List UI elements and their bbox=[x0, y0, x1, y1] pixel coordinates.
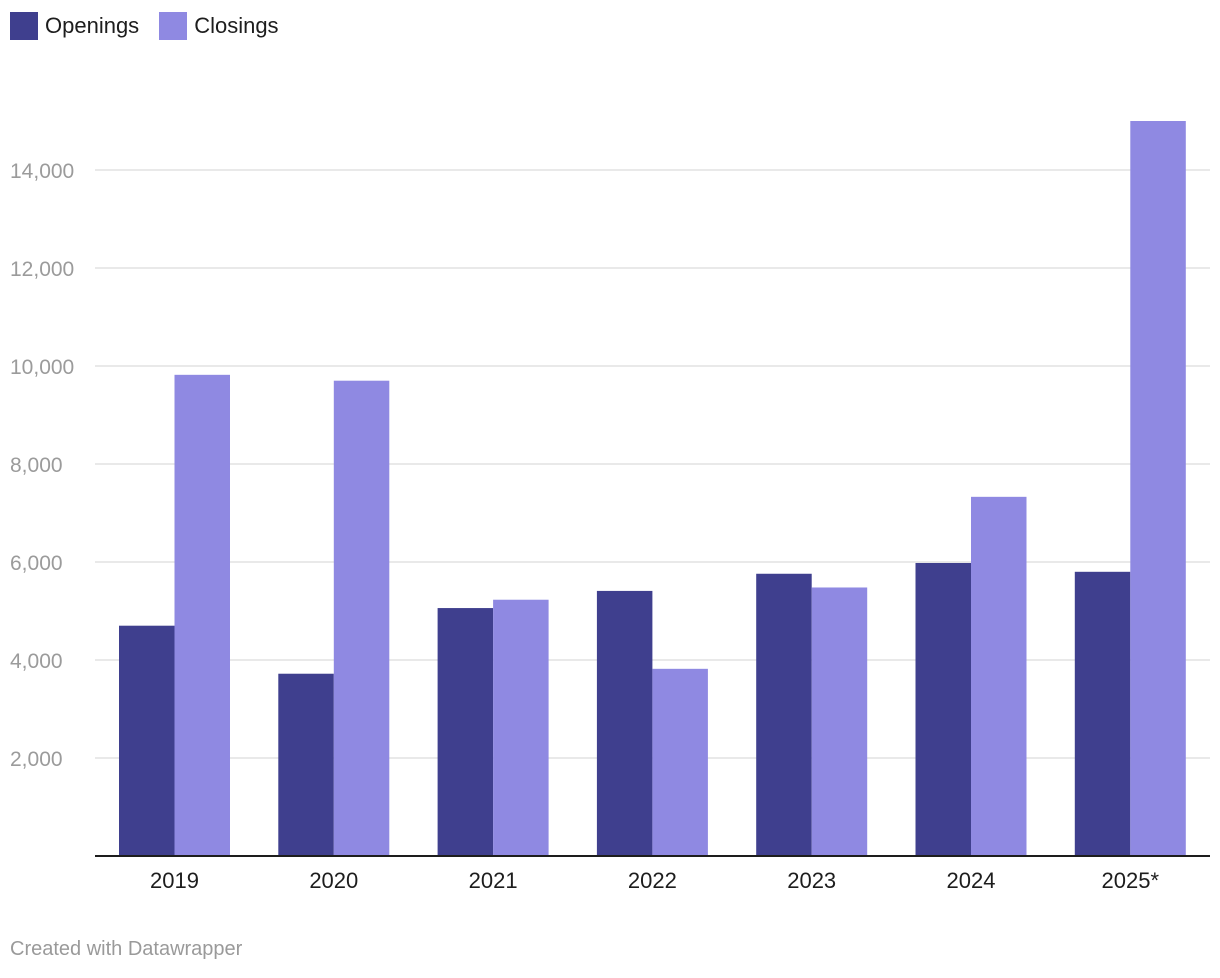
legend: Openings Closings bbox=[10, 10, 279, 42]
x-tick-label: 2024 bbox=[947, 868, 996, 893]
bar-closings-2024 bbox=[971, 496, 1027, 856]
bar-closings-2025 bbox=[1130, 121, 1186, 856]
bar-chart: 2,000 4,000 6,000 8,000 10,000 12,000 14,000 2… bbox=[10, 121, 1210, 893]
y-tick-label: 6,000 bbox=[10, 552, 63, 575]
bar-openings-2020 bbox=[278, 673, 334, 856]
x-tick-label: 2020 bbox=[309, 868, 358, 893]
bar-openings-2025 bbox=[1074, 571, 1131, 856]
bar-openings-2022 bbox=[596, 590, 653, 856]
legend-label-closings: Closings bbox=[194, 13, 279, 38]
legend-swatch-closings bbox=[159, 12, 188, 40]
y-tick-label: 14,000 bbox=[10, 160, 74, 183]
y-tick-label: 4,000 bbox=[10, 650, 63, 673]
credit-text: Created with Datawrapper bbox=[10, 938, 243, 960]
bar-closings-2021 bbox=[493, 599, 549, 856]
x-tick-label: 2022 bbox=[628, 868, 677, 893]
bars bbox=[119, 121, 1186, 856]
bar-closings-2022 bbox=[652, 668, 708, 856]
y-tick-label: 2,000 bbox=[10, 748, 63, 771]
y-axis-tick-labels: 2,000 4,000 6,000 8,000 10,000 12,000 14,000 bbox=[10, 160, 74, 771]
legend-item-openings: Openings bbox=[10, 10, 139, 42]
x-tick-label: 2025* bbox=[1102, 868, 1160, 893]
y-tick-label: 12,000 bbox=[10, 258, 74, 281]
bar-openings-2019 bbox=[119, 625, 175, 856]
y-tick-label: 10,000 bbox=[10, 356, 74, 379]
bar-openings-2024 bbox=[915, 562, 971, 856]
x-axis-tick-labels: 2019 2020 2021 2022 2023 2024 2025* bbox=[150, 868, 1159, 893]
bar-closings-2019 bbox=[174, 374, 230, 856]
legend-label-openings: Openings bbox=[45, 13, 140, 38]
bar-openings-2021 bbox=[437, 608, 494, 856]
x-tick-label: 2023 bbox=[787, 868, 836, 893]
y-tick-label: 8,000 bbox=[10, 454, 63, 477]
bar-closings-2023 bbox=[811, 587, 868, 856]
x-tick-label: 2021 bbox=[469, 868, 518, 893]
legend-item-closings: Closings bbox=[159, 10, 279, 42]
legend-swatch-openings bbox=[10, 12, 38, 40]
bar-openings-2023 bbox=[756, 573, 812, 856]
x-tick-label: 2019 bbox=[150, 868, 199, 893]
bar-closings-2020 bbox=[333, 380, 390, 856]
